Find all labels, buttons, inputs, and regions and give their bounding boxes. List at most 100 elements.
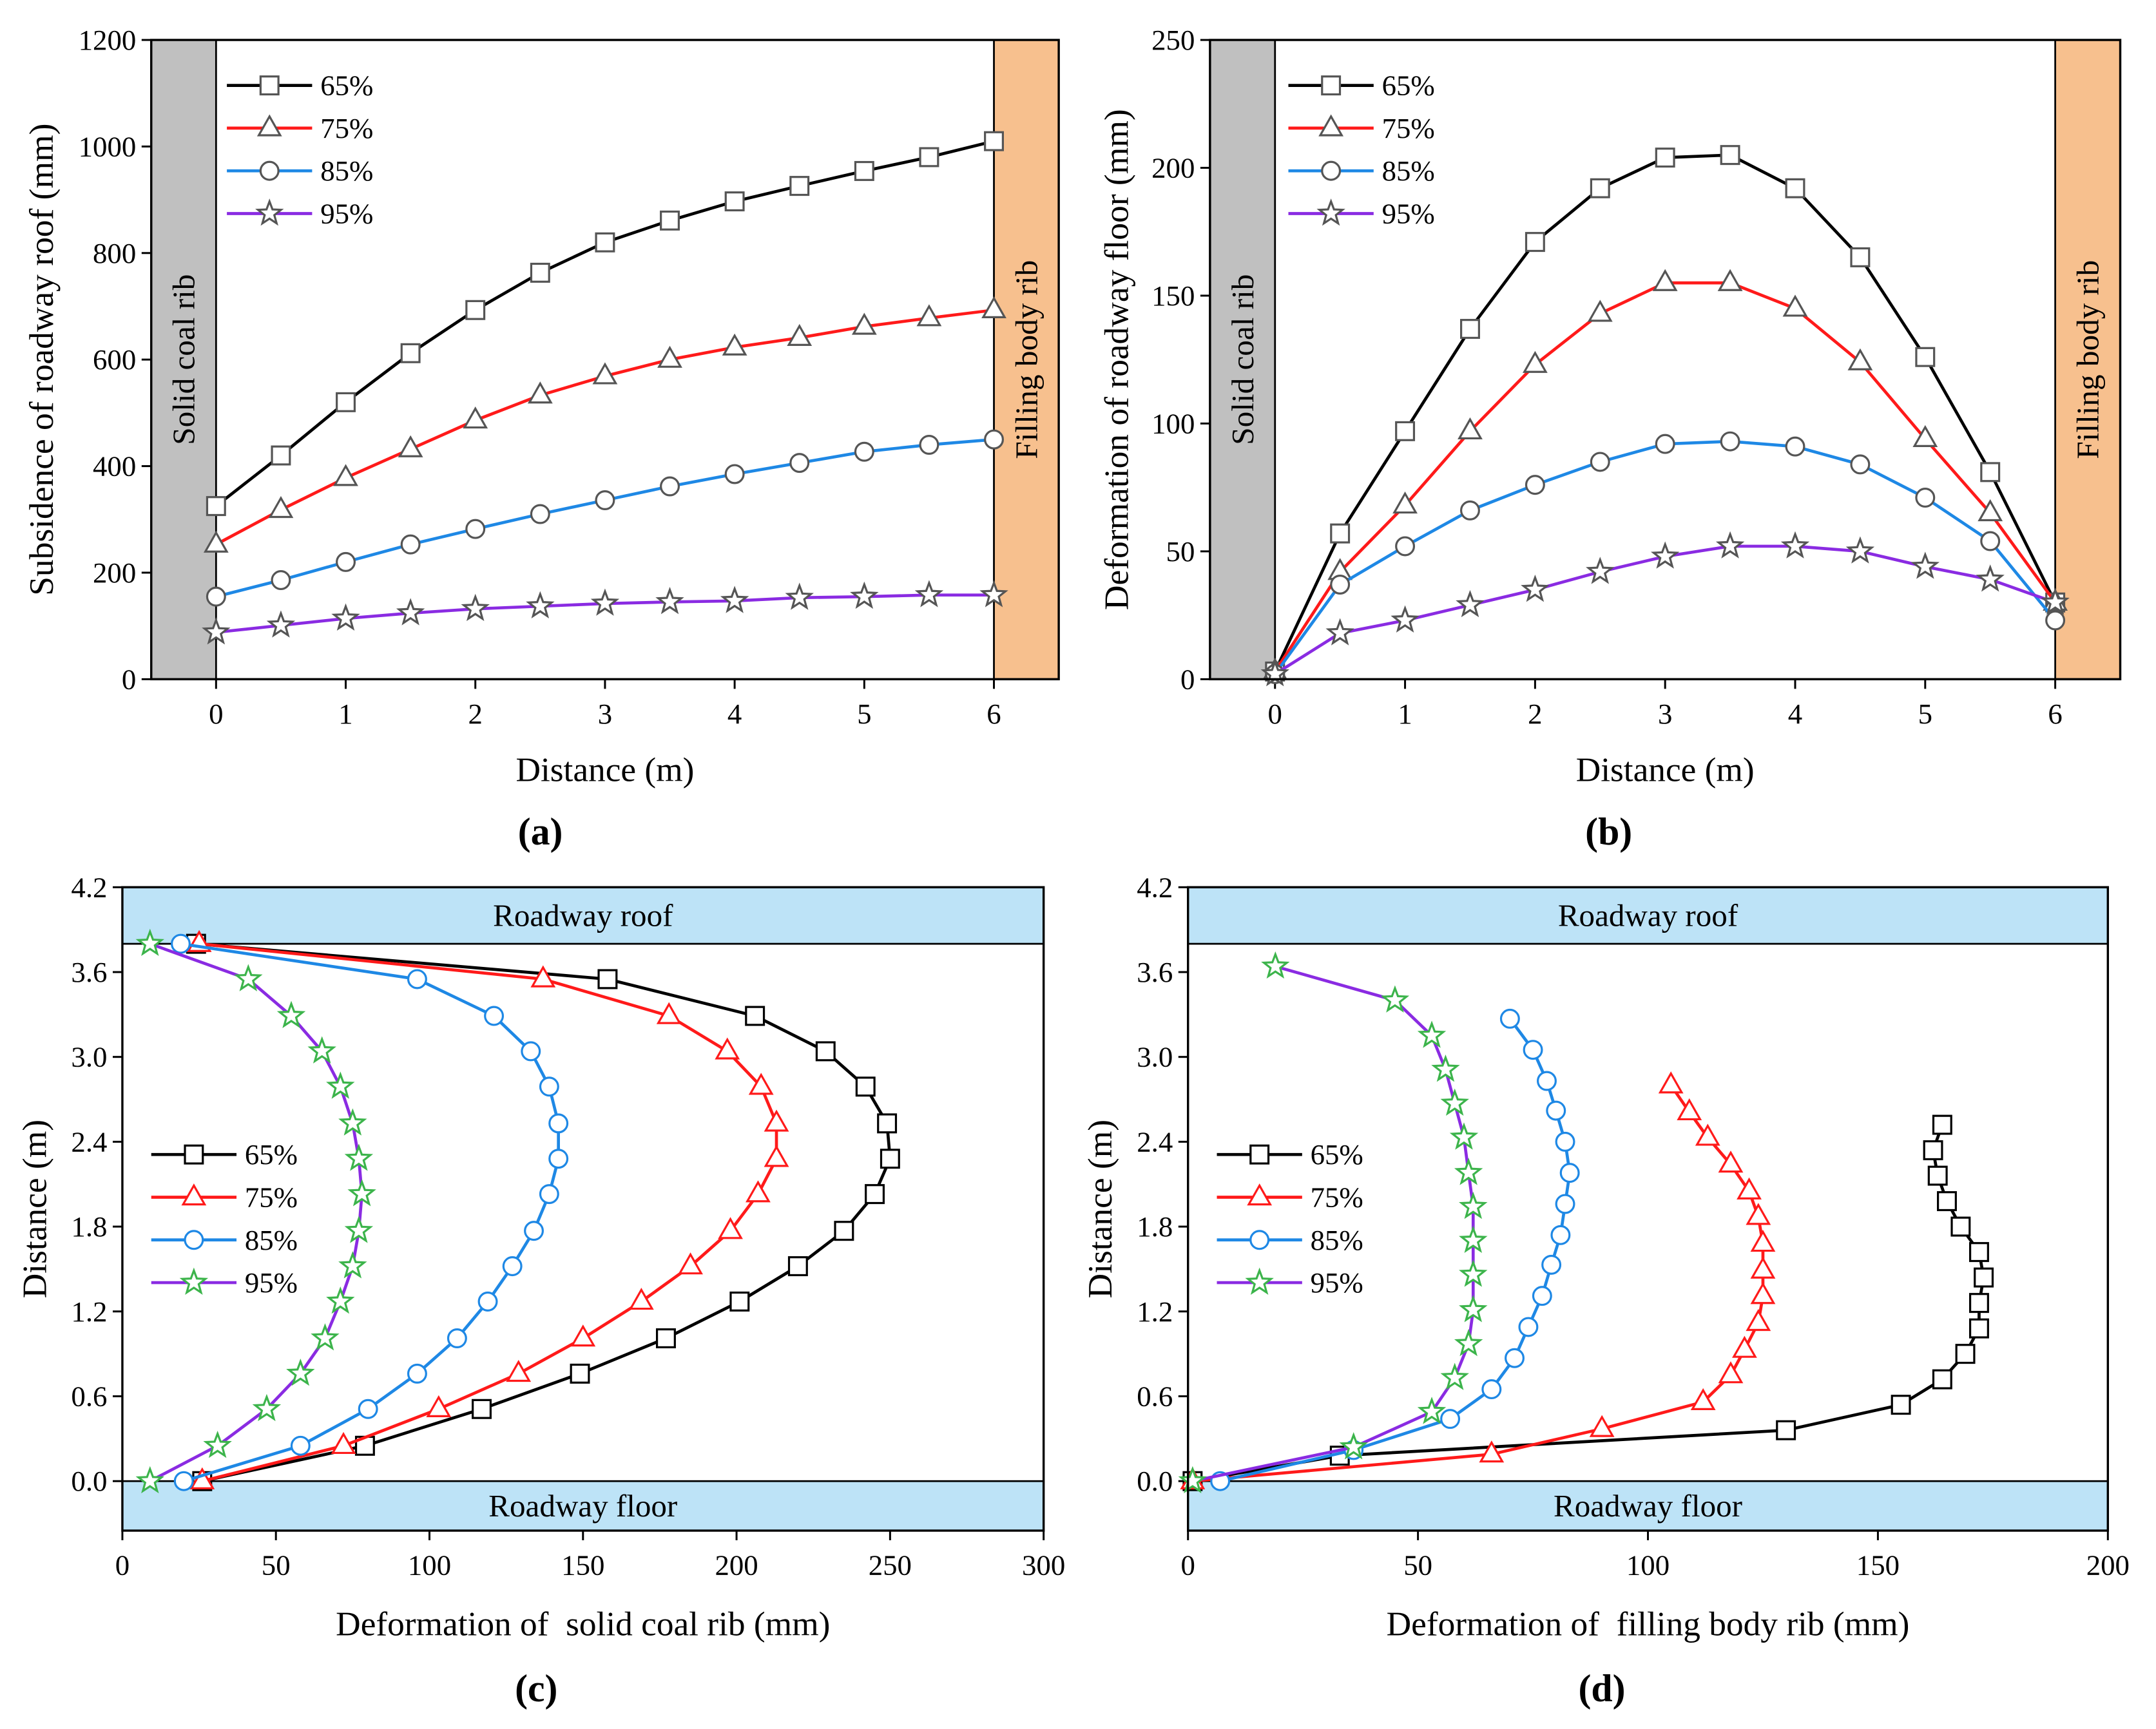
y-tick-label: 0.0 — [71, 1465, 107, 1497]
legend-marker-triangle — [1247, 1183, 1273, 1206]
data-point-95-9 — [785, 582, 814, 610]
data-point-65-2 — [336, 392, 356, 412]
data-point-85-13 — [484, 1006, 505, 1026]
data-point-65-4 — [465, 300, 486, 320]
legend-label: 85% — [245, 1224, 298, 1256]
legend-marker-star — [1245, 1267, 1274, 1295]
legend-label: 95% — [320, 197, 373, 229]
data-point-75-12 — [715, 1037, 740, 1060]
region-label: Filling body rib — [1008, 260, 1044, 459]
data-point-95-8 — [347, 1179, 376, 1207]
data-point-95-15 — [1261, 951, 1290, 979]
x-tick-label: 100 — [1626, 1549, 1670, 1581]
data-point-75-11 — [748, 1073, 774, 1095]
legend-marker-triangle — [1318, 114, 1344, 137]
region-label: Solid coal rib — [166, 274, 202, 445]
x-tick-label: 150 — [561, 1549, 604, 1581]
data-point-65-3 — [1460, 319, 1480, 339]
data-point-75-2 — [426, 1395, 452, 1417]
data-point-85-1 — [290, 1435, 311, 1456]
legend-item-95: 95% — [151, 1266, 298, 1299]
x-tick-label: 0 — [209, 698, 223, 730]
data-point-95-10 — [338, 1108, 367, 1136]
x-tick-label: 50 — [1403, 1549, 1432, 1581]
y-tick-label: 600 — [93, 343, 136, 376]
legend-item-85: 85% — [1288, 155, 1435, 187]
y-tick-label: 3.6 — [71, 956, 107, 988]
data-point-75-12 — [981, 296, 1006, 319]
y-tick-label: 50 — [1166, 535, 1195, 568]
legend: 65% 75% 85% 95% — [1217, 1138, 1363, 1299]
data-point-95-11 — [326, 1071, 355, 1099]
data-point-65-5 — [530, 262, 550, 283]
data-point-85-8 — [1785, 436, 1805, 457]
y-tick-label: 2.4 — [1137, 1125, 1173, 1158]
panel-label: (a) — [518, 810, 563, 853]
data-point-85-15 — [1499, 1008, 1520, 1029]
x-tick-label: 100 — [408, 1549, 451, 1581]
data-point-95-12 — [1431, 1055, 1460, 1082]
x-tick-label: 0 — [1268, 698, 1282, 730]
data-point-65-11 — [855, 1076, 876, 1097]
data-point-85-15 — [170, 933, 191, 954]
y-tick-label: 3.6 — [1137, 956, 1173, 988]
region-band-roadwayroof — [121, 886, 1045, 945]
y-tick-label: 3.0 — [71, 1041, 107, 1073]
data-point-85-11 — [539, 1076, 559, 1097]
legend-marker-circle — [1321, 160, 1342, 181]
data-point-95-10 — [1449, 1122, 1479, 1150]
data-point-75-1 — [268, 495, 294, 519]
data-point-95-0 — [135, 1466, 165, 1494]
data-point-75-10 — [764, 1109, 789, 1132]
data-point-65-14 — [1932, 1114, 1952, 1135]
y-tick-label: 1200 — [79, 24, 137, 56]
data-point-85-3 — [1481, 1379, 1502, 1400]
y-axis-label: Distance (m) — [1081, 1120, 1119, 1299]
legend-marker-triangle — [181, 1183, 207, 1206]
data-point-75-5 — [1732, 1335, 1757, 1358]
legend-label: 95% — [1382, 197, 1435, 229]
plot-frame — [150, 39, 1060, 681]
data-point-65-6 — [1655, 148, 1675, 168]
data-point-95-12 — [307, 1036, 336, 1064]
data-point-65-1 — [271, 445, 291, 466]
legend-item-95: 95% — [227, 197, 373, 230]
legend-marker-star — [1316, 198, 1345, 226]
data-point-65-12 — [984, 131, 1004, 151]
data-point-75-4 — [1718, 1361, 1744, 1384]
data-point-65-11 — [1937, 1191, 1957, 1212]
data-point-85-5 — [1518, 1317, 1539, 1337]
data-point-95-9 — [1845, 536, 1875, 564]
data-point-95-3 — [1440, 1362, 1469, 1390]
y-tick-label: 1.8 — [71, 1210, 107, 1243]
data-point-75-1 — [1479, 1440, 1505, 1463]
legend-label: 85% — [1382, 155, 1435, 187]
plot-area — [122, 887, 1044, 1531]
data-point-85-12 — [984, 429, 1004, 450]
legend-label: 75% — [1382, 112, 1435, 144]
data-point-95-5 — [326, 1286, 355, 1314]
data-point-65-10 — [877, 1113, 898, 1134]
data-point-75-2 — [1589, 1415, 1615, 1437]
x-tick-label: 2 — [468, 698, 483, 730]
data-point-85-13 — [1537, 1071, 1557, 1091]
data-point-95-0 — [1178, 1466, 1208, 1494]
data-point-75-7 — [657, 345, 682, 368]
x-tick-label: 300 — [1022, 1549, 1065, 1581]
data-point-95-12 — [979, 580, 1008, 607]
y-axis-label: Subsidence of roadway roof (mm) — [22, 124, 61, 596]
legend-marker-circle — [1249, 1230, 1270, 1250]
data-point-75-5 — [628, 1288, 654, 1310]
data-point-65-2 — [1395, 421, 1416, 441]
data-point-85-11 — [1980, 531, 2001, 551]
data-point-95-2 — [1391, 605, 1420, 633]
y-tick-label: 800 — [93, 237, 136, 269]
data-point-75-11 — [1737, 1177, 1762, 1199]
data-point-75-10 — [1746, 1203, 1771, 1225]
data-point-75-11 — [916, 304, 942, 327]
y-tick-label: 0.6 — [1137, 1380, 1173, 1412]
data-point-85-0 — [206, 586, 226, 607]
y-tick-label: 400 — [93, 450, 136, 482]
data-point-75-14 — [530, 965, 556, 988]
data-point-75-9 — [787, 323, 813, 347]
